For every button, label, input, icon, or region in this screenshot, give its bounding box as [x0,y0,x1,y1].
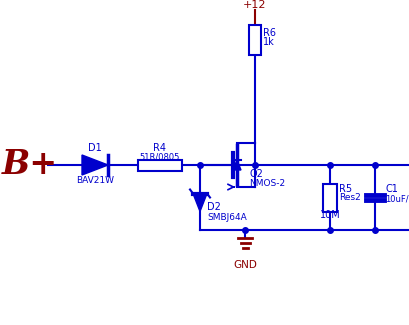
Polygon shape [233,160,241,170]
Text: 10uF/25: 10uF/25 [385,194,409,203]
Bar [249,25,261,55]
Text: C1: C1 [385,184,398,193]
Text: +12: +12 [243,0,267,10]
Text: D2: D2 [207,202,221,213]
Polygon shape [193,193,207,212]
Text: SMBJ64A: SMBJ64A [207,214,247,223]
Text: BAV21W: BAV21W [76,176,114,185]
Text: B+: B+ [2,149,58,181]
Bar [138,160,182,171]
Text: R6: R6 [263,28,276,38]
Text: 1k: 1k [263,37,275,47]
Text: Q2: Q2 [249,169,263,179]
Text: R4: R4 [153,143,166,153]
Text: 10M: 10M [319,210,340,219]
Polygon shape [82,155,108,175]
Text: D1: D1 [88,143,102,153]
Text: GND: GND [233,260,257,270]
Text: 51R/0805: 51R/0805 [140,153,180,162]
Bar [323,184,337,212]
Text: Res2: Res2 [339,193,361,202]
Text: NMOS-2: NMOS-2 [249,179,285,188]
Text: R5: R5 [339,184,352,193]
